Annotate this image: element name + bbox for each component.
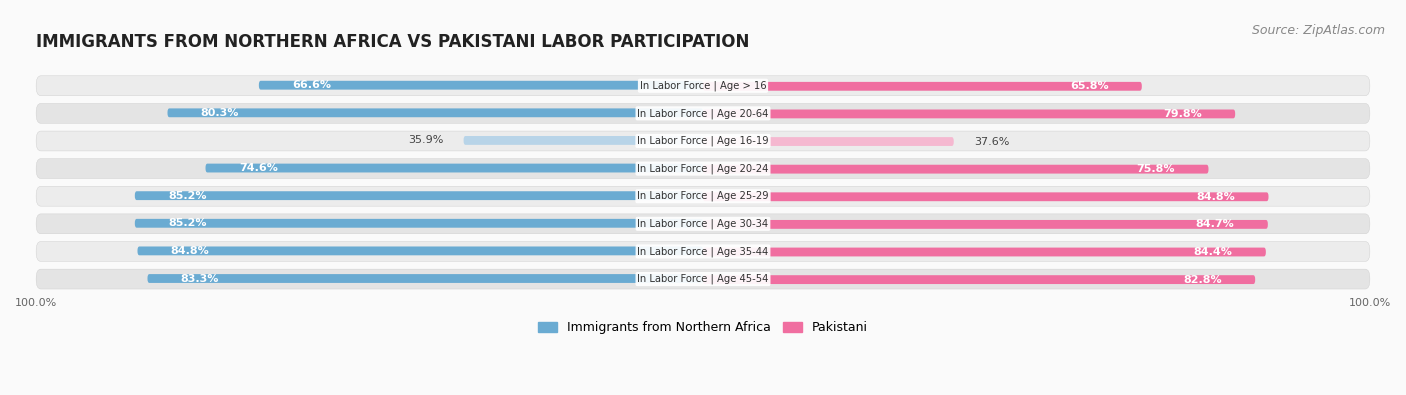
FancyBboxPatch shape xyxy=(167,108,703,117)
Text: In Labor Force | Age 25-29: In Labor Force | Age 25-29 xyxy=(637,191,769,201)
Text: IMMIGRANTS FROM NORTHERN AFRICA VS PAKISTANI LABOR PARTICIPATION: IMMIGRANTS FROM NORTHERN AFRICA VS PAKIS… xyxy=(37,33,749,51)
FancyBboxPatch shape xyxy=(37,131,1369,151)
Text: 35.9%: 35.9% xyxy=(408,135,443,145)
Text: 85.2%: 85.2% xyxy=(169,218,207,228)
Text: 75.8%: 75.8% xyxy=(1136,164,1175,174)
Text: 83.3%: 83.3% xyxy=(181,273,219,284)
Text: 79.8%: 79.8% xyxy=(1163,109,1202,119)
Text: In Labor Force | Age 20-64: In Labor Force | Age 20-64 xyxy=(637,108,769,118)
Text: 66.6%: 66.6% xyxy=(292,80,332,90)
Text: 84.8%: 84.8% xyxy=(1197,192,1234,202)
FancyBboxPatch shape xyxy=(703,192,1268,201)
FancyBboxPatch shape xyxy=(148,274,703,283)
FancyBboxPatch shape xyxy=(37,159,1369,179)
FancyBboxPatch shape xyxy=(37,103,1369,123)
Text: In Labor Force | Age 30-34: In Labor Force | Age 30-34 xyxy=(637,218,769,229)
FancyBboxPatch shape xyxy=(37,214,1369,234)
FancyBboxPatch shape xyxy=(703,275,1256,284)
Text: In Labor Force | Age 35-44: In Labor Force | Age 35-44 xyxy=(637,246,769,257)
FancyBboxPatch shape xyxy=(37,76,1369,96)
Text: 65.8%: 65.8% xyxy=(1070,81,1108,91)
FancyBboxPatch shape xyxy=(703,109,1234,118)
FancyBboxPatch shape xyxy=(703,165,1209,173)
FancyBboxPatch shape xyxy=(703,137,953,146)
Text: 80.3%: 80.3% xyxy=(201,108,239,118)
Text: 84.8%: 84.8% xyxy=(172,246,209,256)
Text: 84.4%: 84.4% xyxy=(1194,247,1233,257)
FancyBboxPatch shape xyxy=(703,220,1268,229)
Legend: Immigrants from Northern Africa, Pakistani: Immigrants from Northern Africa, Pakista… xyxy=(533,316,873,339)
FancyBboxPatch shape xyxy=(135,191,703,200)
Text: 84.7%: 84.7% xyxy=(1195,219,1234,229)
FancyBboxPatch shape xyxy=(703,248,1265,256)
FancyBboxPatch shape xyxy=(37,269,1369,289)
Text: In Labor Force | Age 20-24: In Labor Force | Age 20-24 xyxy=(637,164,769,174)
FancyBboxPatch shape xyxy=(37,186,1369,206)
Text: 74.6%: 74.6% xyxy=(239,163,278,173)
FancyBboxPatch shape xyxy=(703,82,1142,91)
FancyBboxPatch shape xyxy=(135,219,703,228)
Text: 37.6%: 37.6% xyxy=(974,137,1010,147)
FancyBboxPatch shape xyxy=(37,241,1369,261)
FancyBboxPatch shape xyxy=(205,164,703,173)
Text: In Labor Force | Age > 16: In Labor Force | Age > 16 xyxy=(640,81,766,91)
Text: 82.8%: 82.8% xyxy=(1184,275,1222,285)
FancyBboxPatch shape xyxy=(259,81,703,90)
Text: Source: ZipAtlas.com: Source: ZipAtlas.com xyxy=(1251,24,1385,37)
FancyBboxPatch shape xyxy=(138,246,703,255)
Text: 85.2%: 85.2% xyxy=(169,191,207,201)
Text: In Labor Force | Age 45-54: In Labor Force | Age 45-54 xyxy=(637,274,769,284)
FancyBboxPatch shape xyxy=(464,136,703,145)
Text: In Labor Force | Age 16-19: In Labor Force | Age 16-19 xyxy=(637,136,769,146)
